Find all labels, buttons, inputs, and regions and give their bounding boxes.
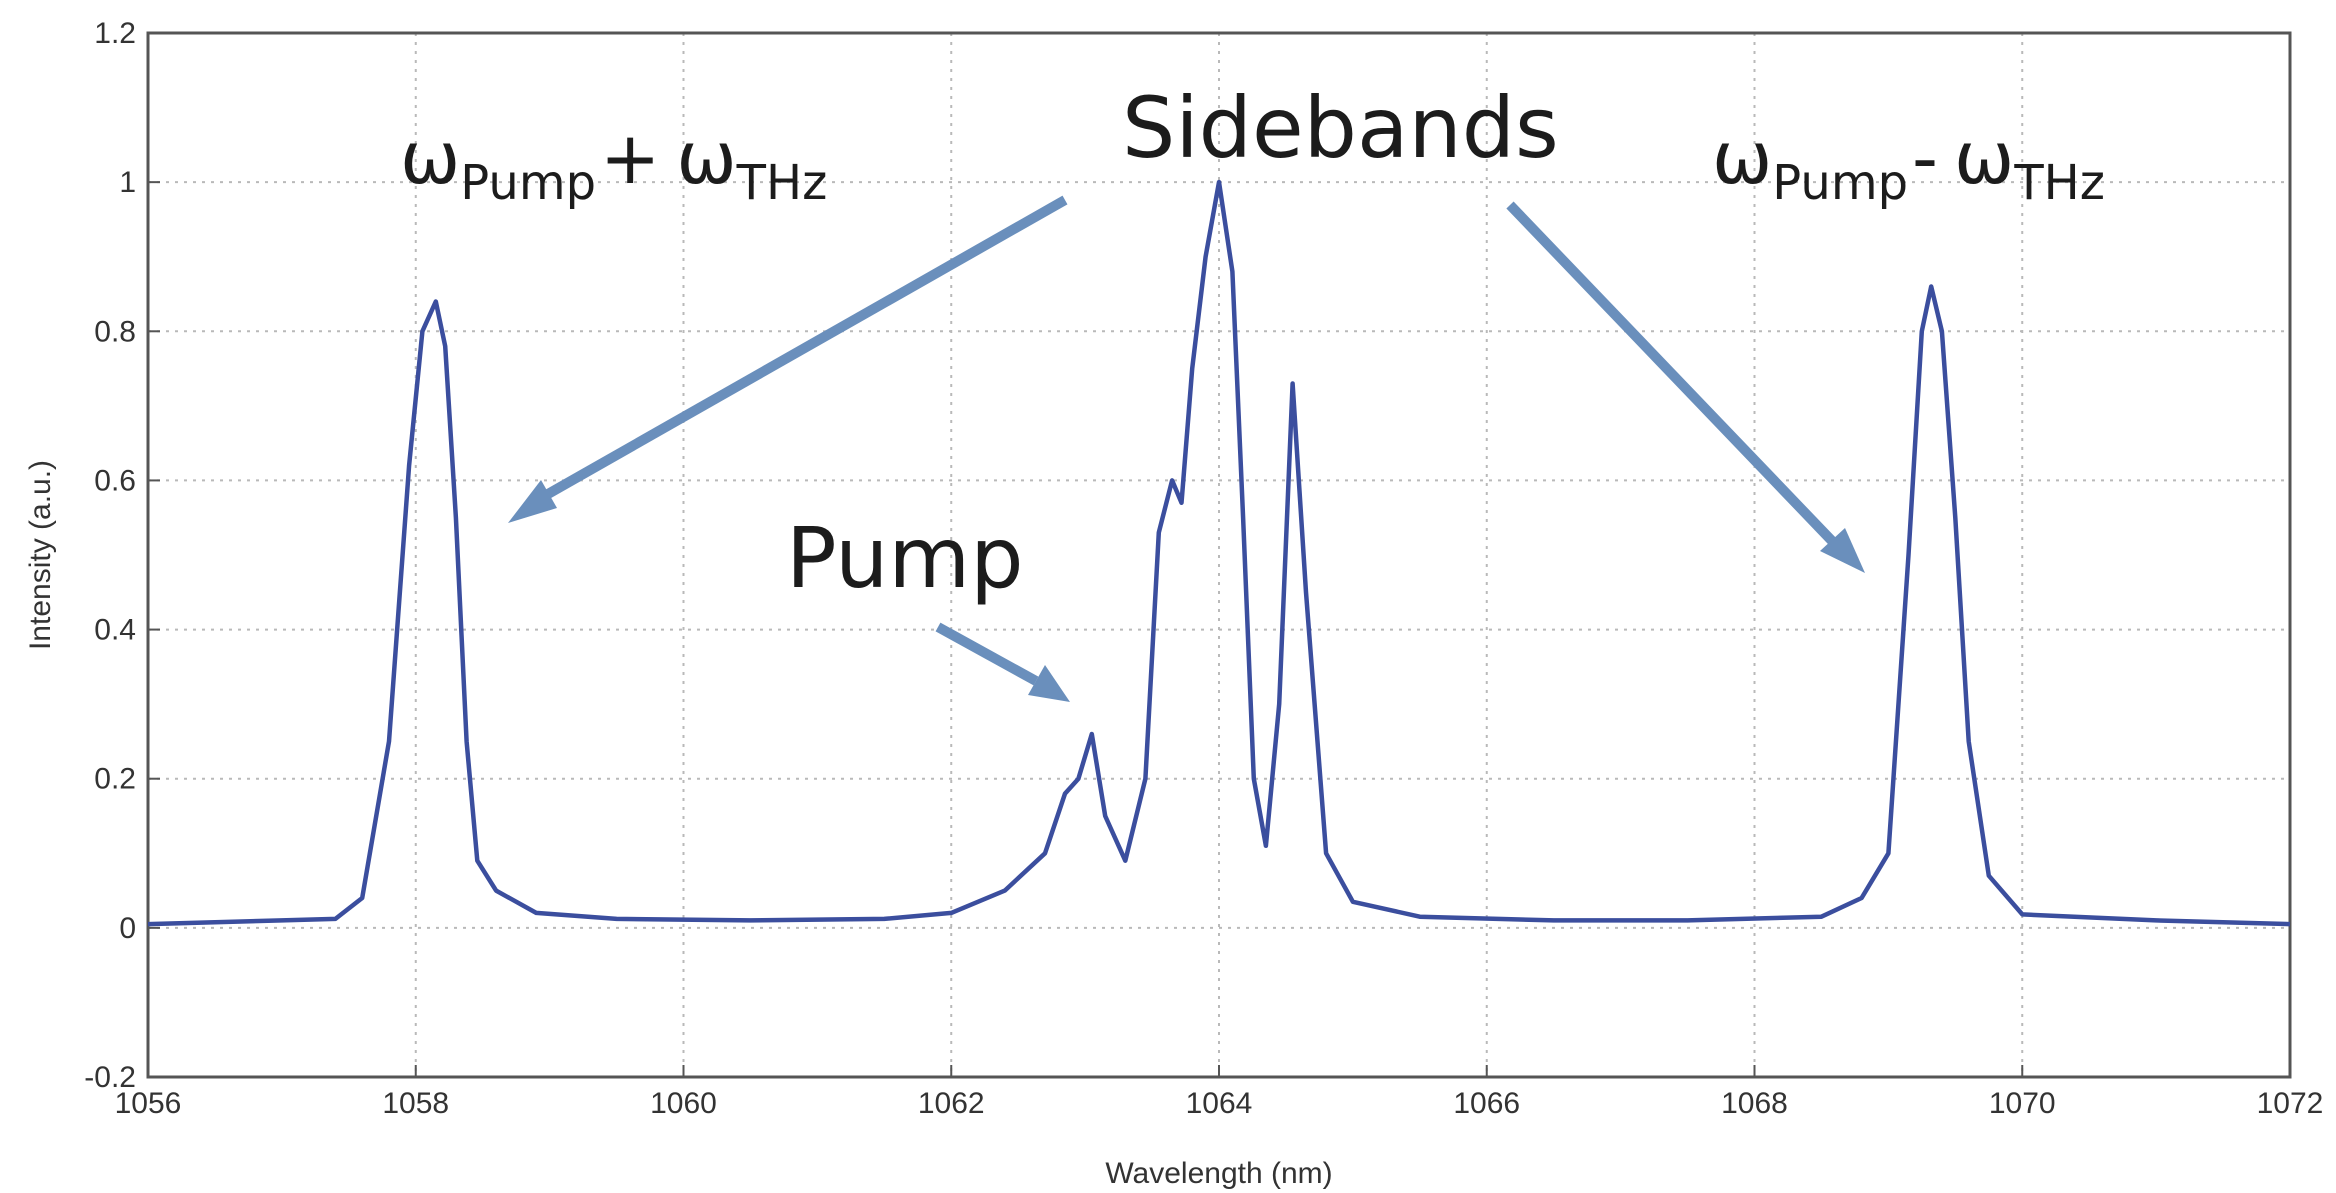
x-axis-label: Wavelength (nm) [1105,1157,1332,1190]
thz-subscript: THz [736,155,828,211]
x-tick-label: 1062 [918,1087,985,1120]
plot-frame [146,31,2292,1079]
omega-symbol: ω [676,116,736,200]
y-tick-label: -0.2 [84,1061,136,1094]
pump-subscript: Pump [460,155,596,211]
x-tick-label: 1068 [1721,1087,1788,1120]
arrow-to-difference-sideband [1506,201,1865,573]
annotation-sum-sideband: ωPump+ ωTHz [400,116,827,211]
x-tick-label: 1056 [115,1087,182,1120]
x-axis-ticks: 1056 1058 1060 1062 1064 1066 1068 1070 1072 [115,1065,2324,1120]
y-tick-label: 0.8 [94,315,136,348]
y-tick-label: 0 [119,912,136,945]
arrow-to-sum-sideband [508,195,1068,523]
x-tick-label: 1060 [650,1087,717,1120]
y-tick-label: 0.4 [94,614,136,647]
x-tick-label: 1058 [382,1087,449,1120]
x-tick-label: 1070 [1989,1087,2056,1120]
grid-lines [148,33,2290,1077]
plus-sign: + [600,116,660,200]
y-tick-label: 1 [119,166,136,199]
y-axis-label: Intensity (a.u.) [24,460,57,650]
arrow-to-pump [935,622,1070,702]
annotation-pump: Pump [786,509,1024,607]
pump-subscript: Pump [1772,155,1908,211]
spectrum-line [147,179,2291,927]
annotation-sidebands: Sidebands [1122,79,1559,177]
omega-symbol: ω [1712,116,1772,200]
x-tick-label: 1064 [1186,1087,1253,1120]
omega-symbol: ω [1954,116,2014,200]
annotation-difference-sideband: ωPump-ωTHz [1712,116,2105,211]
y-tick-label: 1.2 [94,17,136,50]
y-tick-label: 0.6 [94,464,136,497]
omega-symbol: ω [400,116,460,200]
y-axis-ticks: -0.2 0 0.2 0.4 0.6 0.8 1 1.2 [84,17,160,1094]
thz-subscript: THz [2013,155,2105,211]
minus-sign: - [1912,116,1938,200]
x-tick-label: 1072 [2257,1087,2324,1120]
x-tick-label: 1066 [1453,1087,1520,1120]
y-tick-label: 0.2 [94,763,136,796]
